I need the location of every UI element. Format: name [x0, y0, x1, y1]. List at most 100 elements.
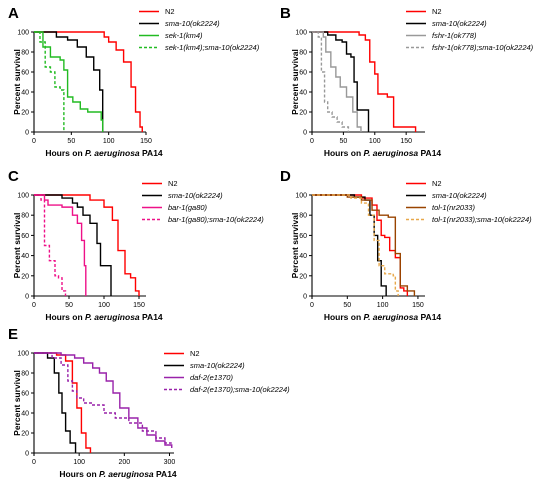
y-tick-label: 80 — [21, 50, 29, 57]
legend-label: sek-1(km4) — [165, 31, 203, 40]
x-axis-label: Hours on P. aeruginosa PA14 — [324, 312, 442, 322]
panel-letter: B — [280, 5, 291, 22]
panel-b: B 0 20 40 60 80 100 0 50 100 150 Percent survival Ho… — [280, 5, 534, 158]
legend-label: bar-1(ga80);sma-10(ok2224) — [168, 215, 264, 224]
legend-label: daf-2(e1370) — [190, 373, 233, 382]
x-axis-label-part: Hours on — [45, 312, 85, 322]
x-tick-label: 150 — [412, 302, 424, 309]
panel-a: A 0 20 40 60 80 100 0 50 100 150 Percent survival Ho… — [8, 5, 260, 158]
y-tick-label: 80 — [299, 213, 307, 220]
y-tick-label: 20 — [21, 110, 29, 117]
y-tick-label: 100 — [17, 193, 29, 200]
x-axis-label-part: P. aeruginosa — [364, 312, 419, 322]
x-tick-label: 150 — [140, 138, 152, 145]
x-tick-label: 100 — [377, 302, 389, 309]
legend-label: sma-10(ok2224) — [165, 19, 220, 28]
series-line — [34, 31, 143, 132]
legend-label: tol-1(nr2033);sma-10(ok2224) — [432, 215, 532, 224]
x-tick-label: 150 — [400, 138, 412, 145]
legend-label: N2 — [432, 179, 442, 188]
series-line — [34, 194, 112, 296]
x-tick-label: 100 — [369, 138, 381, 145]
x-axis-label-part: PA14 — [418, 148, 441, 158]
x-axis-label-part: P. aeruginosa — [364, 148, 419, 158]
series-line — [312, 31, 362, 132]
legend-label: sek-1(km4);sma-10(ok2224) — [165, 43, 260, 52]
series-line — [34, 31, 104, 132]
legend-label: N2 — [190, 349, 200, 358]
y-tick-label: 20 — [21, 431, 29, 438]
y-tick-label: 40 — [21, 253, 29, 260]
y-tick-label: 20 — [299, 110, 307, 117]
panel-letter: C — [8, 168, 19, 185]
x-tick-label: 0 — [310, 138, 314, 145]
y-tick-label: 40 — [299, 253, 307, 260]
panel-letter: A — [8, 5, 19, 22]
panel-letter: E — [8, 326, 18, 343]
legend-label: N2 — [168, 179, 178, 188]
x-axis-label-part: Hours on — [45, 148, 85, 158]
y-tick-label: 80 — [21, 371, 29, 378]
y-tick-label: 40 — [299, 90, 307, 97]
series-line — [34, 352, 172, 444]
y-axis-label: Percent survival — [12, 49, 22, 115]
x-axis-label-part: P. aeruginosa — [99, 469, 154, 479]
y-axis-label: Percent survival — [290, 49, 300, 115]
x-tick-label: 100 — [98, 302, 110, 309]
x-tick-label: 0 — [32, 459, 36, 466]
legend-label: sma-10(ok2224) — [432, 191, 487, 200]
x-axis-label-part: PA14 — [154, 469, 177, 479]
panel-letter: D — [280, 168, 291, 185]
y-tick-label: 0 — [303, 130, 307, 137]
legend-label: sma-10(ok2224) — [432, 19, 487, 28]
legend-label: daf-2(e1370);sma-10(ok2224) — [190, 385, 290, 394]
x-tick-label: 50 — [67, 138, 75, 145]
y-tick-label: 60 — [21, 391, 29, 398]
y-tick-label: 60 — [299, 70, 307, 77]
series-line — [312, 31, 350, 132]
y-tick-label: 80 — [299, 50, 307, 57]
y-tick-label: 0 — [303, 294, 307, 301]
series-line — [34, 31, 65, 132]
series-line — [312, 194, 399, 296]
y-tick-label: 20 — [21, 273, 29, 280]
x-tick-label: 50 — [65, 302, 73, 309]
panel-c: C 0 20 40 60 80 100 0 50 100 150 Percent survival Ho… — [8, 168, 264, 322]
y-tick-label: 40 — [21, 411, 29, 418]
panel-e: E 0 20 40 60 80 100 0 100 200 300 Percent survival H… — [8, 326, 290, 479]
y-axis-label: Percent survival — [290, 213, 300, 279]
y-tick-label: 100 — [295, 30, 307, 37]
legend-label: tol-1(nr2033) — [432, 203, 475, 212]
legend-label: bar-1(ga80) — [168, 203, 208, 212]
x-tick-label: 200 — [118, 459, 130, 466]
x-axis-label-part: Hours on — [324, 148, 364, 158]
series-line — [312, 31, 370, 132]
x-tick-label: 0 — [310, 302, 314, 309]
y-axis-label: Percent survival — [12, 213, 22, 279]
x-tick-label: 50 — [343, 302, 351, 309]
legend-label: fshr-1(ok778);sma-10(ok2224) — [432, 43, 534, 52]
series-line — [312, 31, 417, 132]
x-axis-label: Hours on P. aeruginosa PA14 — [45, 312, 163, 322]
x-axis-label: Hours on P. aeruginosa PA14 — [59, 469, 177, 479]
series-line — [34, 352, 77, 453]
x-axis-label-part: P. aeruginosa — [85, 312, 140, 322]
legend-label: N2 — [432, 7, 442, 16]
panel-d: D 0 20 40 60 80 100 0 50 100 150 Percent survival Ho… — [280, 168, 532, 322]
x-axis-label-part: Hours on — [59, 469, 99, 479]
y-tick-label: 60 — [299, 233, 307, 240]
legend-label: fshr-1(ok778) — [432, 31, 477, 40]
y-tick-label: 20 — [299, 273, 307, 280]
series-line — [34, 194, 67, 296]
x-tick-label: 300 — [164, 459, 176, 466]
x-axis-label: Hours on P. aeruginosa PA14 — [324, 148, 442, 158]
x-tick-label: 50 — [339, 138, 347, 145]
y-tick-label: 0 — [25, 130, 29, 137]
x-tick-label: 0 — [32, 302, 36, 309]
legend-label: sma-10(ok2224) — [168, 191, 223, 200]
x-axis-label-part: Hours on — [324, 312, 364, 322]
y-tick-label: 0 — [25, 294, 29, 301]
x-axis-label-part: P. aeruginosa — [85, 148, 140, 158]
x-tick-label: 100 — [103, 138, 115, 145]
